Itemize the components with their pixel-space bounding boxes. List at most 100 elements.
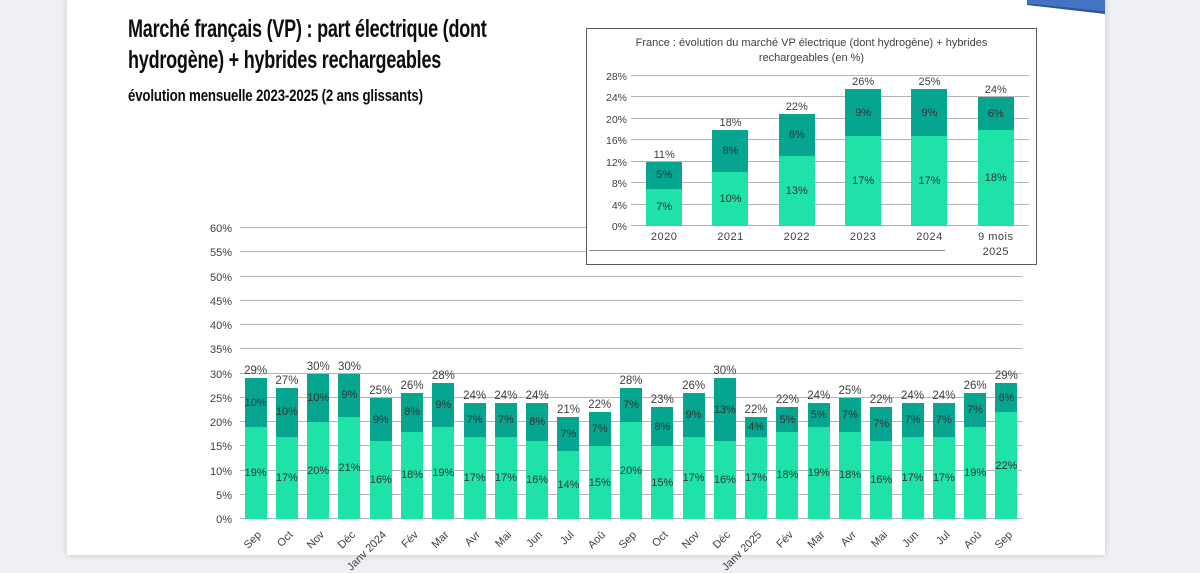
bar-segment-top: 9% [845, 89, 882, 137]
bar-group: 23% 8% 15% [647, 228, 678, 519]
x-axis-label: 9 mois 2025 [978, 231, 1014, 259]
bar-group: 22% 7% 15% [584, 228, 615, 519]
bar-segment-bottom: 18% [977, 129, 1014, 226]
bar-segment-bottom: 19% [964, 426, 986, 519]
bar-total-label: 30% [713, 365, 737, 378]
x-axis-label: 2024 [916, 231, 943, 243]
inset-chart-y-axis: 0% 4% 8% 12% 16% 20% 24% 28% [587, 71, 627, 233]
y-axis-tick-label: 15% [209, 441, 232, 454]
bar-total-label: 22% [869, 394, 893, 407]
gridline [631, 160, 1029, 162]
y-axis-tick-label: 4% [611, 199, 627, 212]
bar-total-label: 24% [807, 389, 831, 402]
bar-segment-bottom: 17% [902, 436, 924, 519]
bar-total-label: 21% [556, 404, 580, 417]
bar-group: 22% 8% 13% [764, 76, 830, 226]
bar-segment-bottom: 13% [778, 156, 815, 226]
y-axis-tick-label: 24% [605, 92, 627, 105]
yearly-inset-chart: France : évolution du marché VP électriq… [586, 28, 1037, 265]
y-axis-tick-label: 30% [209, 368, 232, 381]
bar-group: 30% 9% 21% [334, 228, 365, 519]
bar-total-label: 22% [588, 399, 612, 412]
bar-total-label: 24% [463, 389, 487, 402]
bar-total-label: 24% [984, 84, 1007, 97]
bar-total-label: 28% [619, 375, 643, 388]
bar-group: 30% 10% 20% [303, 228, 334, 519]
bar-group: 26% 9% 17% [678, 228, 709, 519]
gridline [631, 182, 1029, 184]
y-axis-tick-label: 25% [209, 392, 232, 405]
bar-segment-top: 9% [369, 397, 392, 442]
bar-total-label: 30% [306, 360, 330, 373]
bar-segment-top: 7% [494, 402, 517, 437]
bar-segment-bottom: 7% [646, 188, 683, 226]
bar-segment-top: 7% [901, 402, 924, 437]
bar-group: 24% 7% 17% [928, 228, 959, 519]
blue-ribbon-fill [1027, 0, 1105, 11]
y-axis-tick-label: 16% [605, 135, 627, 148]
bar-segment-top: 7% [932, 402, 955, 437]
slide-page: Marché français (VP) : part électrique (… [67, 0, 1105, 573]
bar-group: 27% 10% 17% [271, 228, 302, 519]
bar-total-label: 22% [785, 100, 808, 113]
bar-total-label: 29% [994, 370, 1018, 383]
gridline [240, 275, 1022, 277]
bar-group: 29% 6% 22% [991, 228, 1022, 519]
bar-segment-top: 10% [245, 378, 267, 427]
y-axis-tick-label: 50% [209, 271, 232, 284]
title-block: Marché français (VP) : part électrique (… [128, 14, 626, 106]
bar-group: 25% 7% 18% [834, 228, 865, 519]
bar-group: 22% 7% 16% [866, 228, 897, 519]
bar-segment-bottom: 19% [808, 426, 830, 519]
bar-total-label: 11% [653, 148, 675, 161]
bar-segment-bottom: 17% [933, 436, 955, 519]
y-axis-tick-label: 55% [209, 247, 232, 260]
inset-chart-plot-area: 11% 5% 7% 18% 8% 10% 22% 8% 13% 26% 9% 17% 25% 9% 17% 2… [631, 75, 1029, 226]
bar-segment-bottom: 17% [745, 436, 767, 519]
bar-segment-top: 9% [911, 89, 948, 137]
bar-group: 28% 9% 19% [428, 228, 459, 519]
bar-segment-bottom: 18% [776, 431, 798, 519]
bar-total-label: 25% [918, 76, 941, 88]
bar-group: 22% 5% 18% [772, 228, 803, 519]
bar-total-label: 26% [852, 76, 875, 88]
bar-segment-top: 7% [964, 392, 987, 427]
bar-segment-top: 9% [432, 383, 455, 427]
bar-group: 26% 9% 17% [830, 76, 896, 226]
bar-total-label: 22% [744, 404, 768, 417]
page-subtitle: évolution mensuelle 2023-2025 (2 ans gli… [128, 86, 423, 105]
bar-segment-top: 8% [401, 392, 424, 432]
bar-segment-top: 8% [778, 113, 815, 157]
blue-ribbon-decoration [1027, 0, 1105, 14]
y-axis-tick-label: 0% [611, 221, 627, 233]
bar-segment-bottom: 15% [651, 446, 673, 519]
bar-group: 25% 9% 17% [896, 76, 962, 226]
y-axis-tick-label: 40% [209, 320, 232, 332]
bar-group: 18% 8% 10% [697, 76, 763, 226]
bar-segment-top: 8% [712, 129, 749, 173]
inset-chart-title: France : évolution du marché VP électriq… [635, 37, 988, 65]
bar-total-label: 30% [337, 360, 361, 373]
bar-segment-top: 6% [995, 383, 1018, 413]
bar-segment-top: 7% [838, 397, 861, 432]
y-axis-tick-label: 45% [209, 295, 232, 308]
bar-segment-bottom: 16% [714, 441, 736, 519]
inset-chart-x-axis: 2020 2021 2022 2023 2024 9 mois 2025 [631, 230, 1029, 261]
gridline [631, 203, 1029, 205]
bar-segment-top: 5% [776, 407, 799, 432]
bar-group: 24% 5% 19% [803, 228, 834, 519]
bar-segment-bottom: 18% [401, 431, 423, 519]
y-axis-tick-label: 60% [209, 223, 232, 235]
bar-segment-bottom: 17% [495, 436, 517, 519]
bar-segment-bottom: 19% [245, 426, 267, 519]
page-title-line-2: hydrogène) + hybrides rechargeables [128, 46, 442, 74]
gridline [240, 324, 1022, 325]
bar-segment-top: 5% [646, 161, 683, 189]
y-axis-tick-label: 28% [605, 71, 627, 83]
y-axis-tick-label: 35% [209, 344, 232, 357]
bar-group: 11% 5% 7% [631, 76, 697, 226]
bar-group: 21% 7% 14% [553, 228, 584, 519]
y-axis-tick-label: 10% [209, 465, 232, 478]
bar-segment-top: 8% [651, 407, 674, 447]
bar-total-label: 28% [431, 370, 455, 383]
